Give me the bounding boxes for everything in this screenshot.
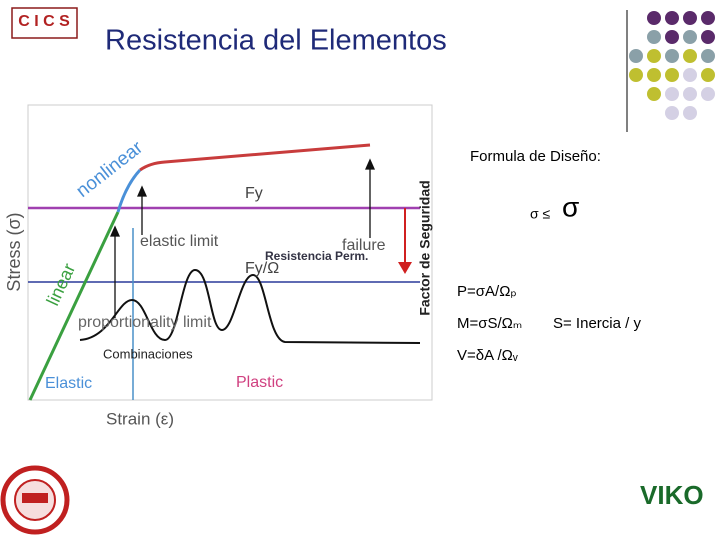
allowable-label: Resistencia Perm. [265, 249, 368, 263]
failure-label: failure [342, 237, 386, 254]
plastic-segment [139, 143, 371, 172]
logo-text: C I C S [18, 13, 70, 30]
dot [665, 87, 679, 101]
proportionality-label: proportionality limit [78, 314, 212, 331]
load-combinations-curve [79, 268, 421, 344]
arrows [109, 158, 376, 318]
title: Resistencia del Elementos [105, 25, 447, 57]
dot [665, 106, 679, 120]
dot [647, 87, 661, 101]
inequality: σ ≤ [530, 206, 551, 222]
dot [683, 106, 697, 120]
note: S= Inercia / y [553, 315, 641, 332]
dot [647, 68, 661, 82]
dot [647, 49, 661, 63]
dot [701, 87, 715, 101]
elastic-limit-label: elastic limit [140, 233, 219, 250]
safety-arrowhead [398, 262, 412, 274]
dot [629, 49, 643, 63]
design-heading: Formula de Diseño: [470, 148, 601, 165]
dot [629, 68, 643, 82]
formula: P=σA/Ωₚ [457, 283, 517, 300]
logo-bottom-right: VIKO [640, 480, 704, 510]
plastic-label: Plastic [236, 374, 283, 391]
dot [701, 30, 715, 44]
dot [701, 68, 715, 82]
combinations-label: Combinaciones [103, 346, 193, 361]
dot [665, 11, 679, 25]
safety-factor-label: Factor de Seguridad [417, 180, 433, 315]
dot [701, 49, 715, 63]
dot [665, 68, 679, 82]
logo-right-text: VIKO [640, 480, 704, 510]
dot-grid [629, 11, 715, 120]
logo-left: C I C S [11, 7, 78, 39]
dot [683, 49, 697, 63]
nonlinear-segment [116, 168, 142, 213]
dot [647, 11, 661, 25]
dot [683, 11, 697, 25]
dot [665, 30, 679, 44]
dot [683, 87, 697, 101]
dot [683, 30, 697, 44]
formula: V=δA /Ωᵥ [457, 347, 518, 364]
logo-frame [11, 7, 78, 39]
diagram-frame [27, 104, 433, 401]
dot [665, 49, 679, 63]
dot [683, 68, 697, 82]
dot [647, 30, 661, 44]
linear-segment [28, 211, 120, 401]
fy-label: Fy [245, 185, 263, 202]
y-axis-label: Stress (σ) [4, 212, 24, 291]
fy-omega-label: Fy/Ω [245, 260, 279, 277]
elastic-label: Elastic [45, 375, 92, 392]
sigma: σ [562, 191, 579, 222]
dot [701, 11, 715, 25]
formula: M=σS/Ωₘ [457, 315, 522, 332]
x-axis-label: Strain (ε) [106, 409, 174, 428]
logo-bottom-left [0, 465, 70, 535]
